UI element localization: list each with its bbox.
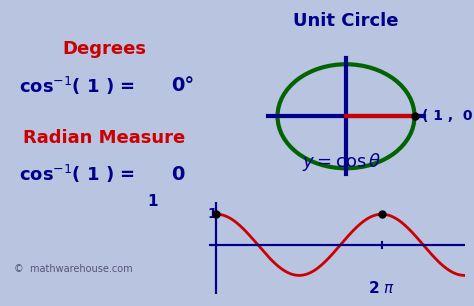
Text: ©  mathwarehouse.com: © mathwarehouse.com — [14, 264, 133, 274]
Text: 0: 0 — [171, 165, 184, 184]
Text: ( 1 ,  0 ): ( 1 , 0 ) — [422, 109, 474, 123]
Text: 0°: 0° — [171, 76, 194, 95]
Text: Unit Circle: Unit Circle — [293, 13, 399, 30]
Text: cos$^{-1}$( 1 ) =: cos$^{-1}$( 1 ) = — [19, 163, 135, 185]
Text: 1: 1 — [208, 207, 218, 221]
Text: $y = \cos\theta$: $y = \cos\theta$ — [302, 151, 381, 173]
Text: 2 $\pi$: 2 $\pi$ — [368, 280, 395, 296]
Text: cos$^{-1}$( 1 ) =: cos$^{-1}$( 1 ) = — [19, 75, 135, 97]
Text: Radian Measure: Radian Measure — [23, 129, 185, 147]
Text: 1: 1 — [147, 194, 157, 210]
Text: Degrees: Degrees — [62, 40, 146, 58]
